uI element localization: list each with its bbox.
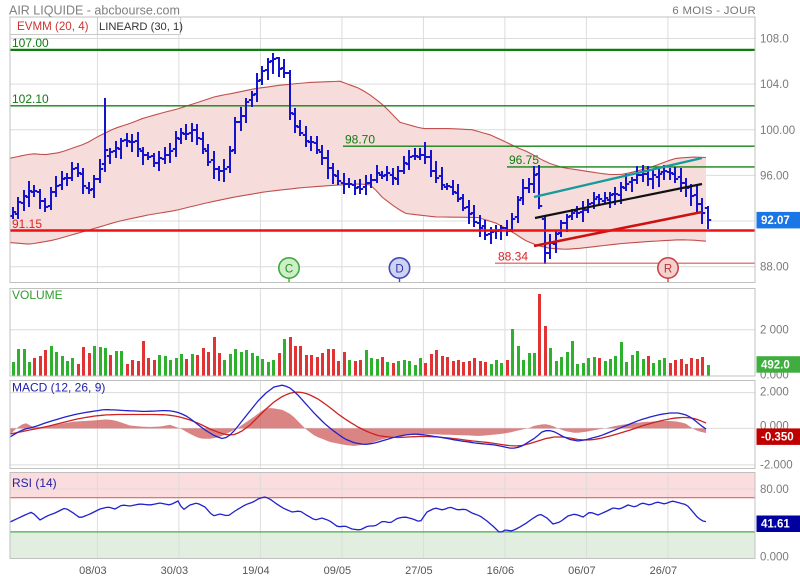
svg-text:102.10: 102.10: [12, 92, 49, 106]
svg-text:91.15: 91.15: [12, 217, 42, 231]
svg-text:88.34: 88.34: [498, 250, 528, 264]
svg-text:2 000: 2 000: [760, 325, 789, 337]
svg-text:107.00: 107.00: [12, 36, 49, 50]
svg-text:AIR LIQUIDE - abcbourse.com: AIR LIQUIDE - abcbourse.com: [9, 4, 180, 18]
svg-text:108.0: 108.0: [760, 34, 789, 46]
svg-text:100.00: 100.00: [760, 125, 795, 137]
svg-text:2.000: 2.000: [760, 387, 789, 399]
svg-text:92.07: 92.07: [761, 215, 790, 227]
svg-text:6 MOIS - JOUR: 6 MOIS - JOUR: [672, 5, 756, 17]
svg-text:27/05: 27/05: [405, 565, 433, 577]
svg-text:09/05: 09/05: [324, 565, 352, 577]
svg-text:98.70: 98.70: [345, 133, 375, 147]
svg-text:C: C: [285, 264, 293, 276]
svg-text:RSI (14): RSI (14): [12, 476, 57, 490]
svg-text:492.0: 492.0: [761, 360, 790, 372]
svg-text:LINEARD (30, 1): LINEARD (30, 1): [99, 21, 183, 33]
svg-text:96.00: 96.00: [760, 170, 789, 182]
svg-text:D: D: [395, 264, 403, 276]
svg-text:80.00: 80.00: [760, 484, 789, 496]
svg-text:0.000: 0.000: [760, 552, 789, 564]
svg-text:-2.000: -2.000: [760, 460, 793, 472]
svg-text:16/06: 16/06: [487, 565, 515, 577]
svg-text:26/07: 26/07: [650, 565, 678, 577]
svg-text:30/03: 30/03: [161, 565, 189, 577]
svg-text:41.61: 41.61: [761, 519, 790, 531]
svg-text:19/04: 19/04: [242, 565, 270, 577]
svg-text:VOLUME: VOLUME: [12, 288, 63, 302]
svg-text:EVMM (20, 4): EVMM (20, 4): [17, 20, 89, 33]
svg-text:MACD (12, 26, 9): MACD (12, 26, 9): [12, 381, 105, 395]
svg-text:08/03: 08/03: [79, 565, 107, 577]
svg-text:R: R: [664, 264, 672, 276]
svg-text:104.0: 104.0: [760, 79, 789, 91]
svg-text:96.75: 96.75: [509, 153, 539, 167]
svg-text:-0.350: -0.350: [761, 432, 794, 444]
svg-text:88.00: 88.00: [760, 262, 789, 274]
svg-text:06/07: 06/07: [568, 565, 596, 577]
